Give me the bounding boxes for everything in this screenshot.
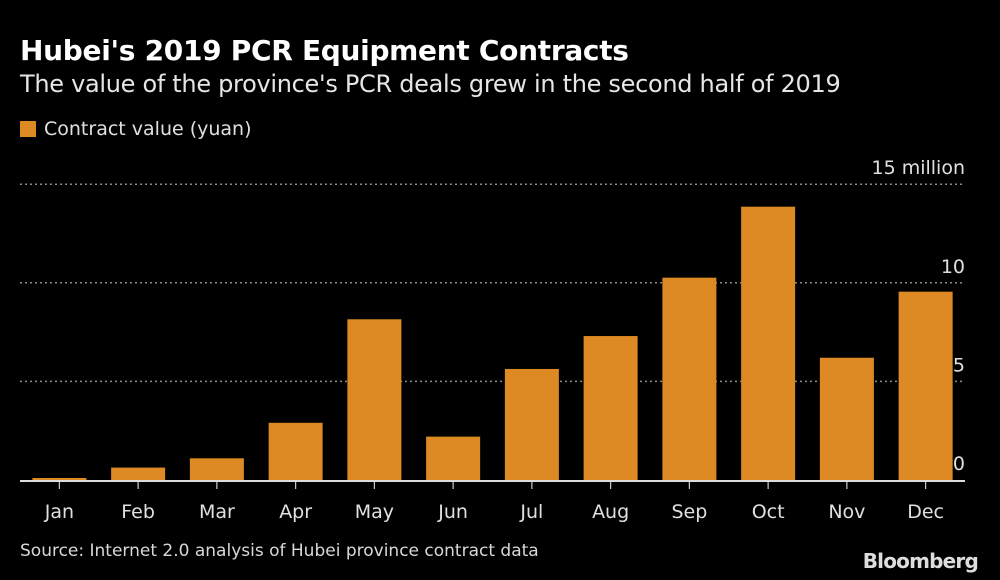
- bar-feb: [111, 467, 166, 480]
- bar-sep: [662, 277, 717, 480]
- bloomberg-logo: Bloomberg: [862, 549, 979, 573]
- legend: Contract value (yuan): [20, 118, 252, 140]
- bar-jul: [504, 368, 559, 480]
- x-tick-label: Jan: [44, 501, 74, 523]
- chart-subtitle: The value of the province's PCR deals gr…: [20, 70, 841, 98]
- y-tick-label: 0: [953, 453, 965, 475]
- bar-jan: [32, 478, 87, 480]
- bar-nov: [819, 357, 874, 480]
- bar-may: [347, 319, 402, 480]
- legend-swatch: [20, 121, 36, 137]
- x-tick-label: Jun: [437, 501, 468, 523]
- chart-title: Hubei's 2019 PCR Equipment Contracts: [20, 34, 629, 67]
- x-tick-label: Dec: [907, 501, 944, 523]
- x-tick-label: Feb: [121, 501, 155, 523]
- source-note: Source: Internet 2.0 analysis of Hubei p…: [20, 541, 539, 561]
- x-tick-label: Aug: [592, 501, 629, 523]
- x-tick-label: May: [355, 501, 394, 523]
- x-tick-label: Sep: [671, 501, 707, 523]
- x-tick-label: Apr: [279, 501, 312, 523]
- x-tick-label: Oct: [752, 501, 785, 523]
- legend-label: Contract value (yuan): [44, 118, 252, 140]
- x-tick-label: Mar: [199, 501, 235, 523]
- bar-dec: [898, 291, 953, 480]
- y-tick-label: 10: [941, 256, 965, 278]
- x-tick-label: Jul: [519, 501, 543, 523]
- y-tick-label: 5: [953, 354, 965, 376]
- bar-aug: [583, 336, 638, 480]
- x-tick-label: Nov: [828, 501, 865, 523]
- bar-jun: [426, 436, 481, 480]
- bar-apr: [268, 422, 323, 480]
- y-tick-label: 15 million: [871, 157, 965, 179]
- bar-mar: [189, 458, 244, 480]
- bar-oct: [741, 206, 796, 481]
